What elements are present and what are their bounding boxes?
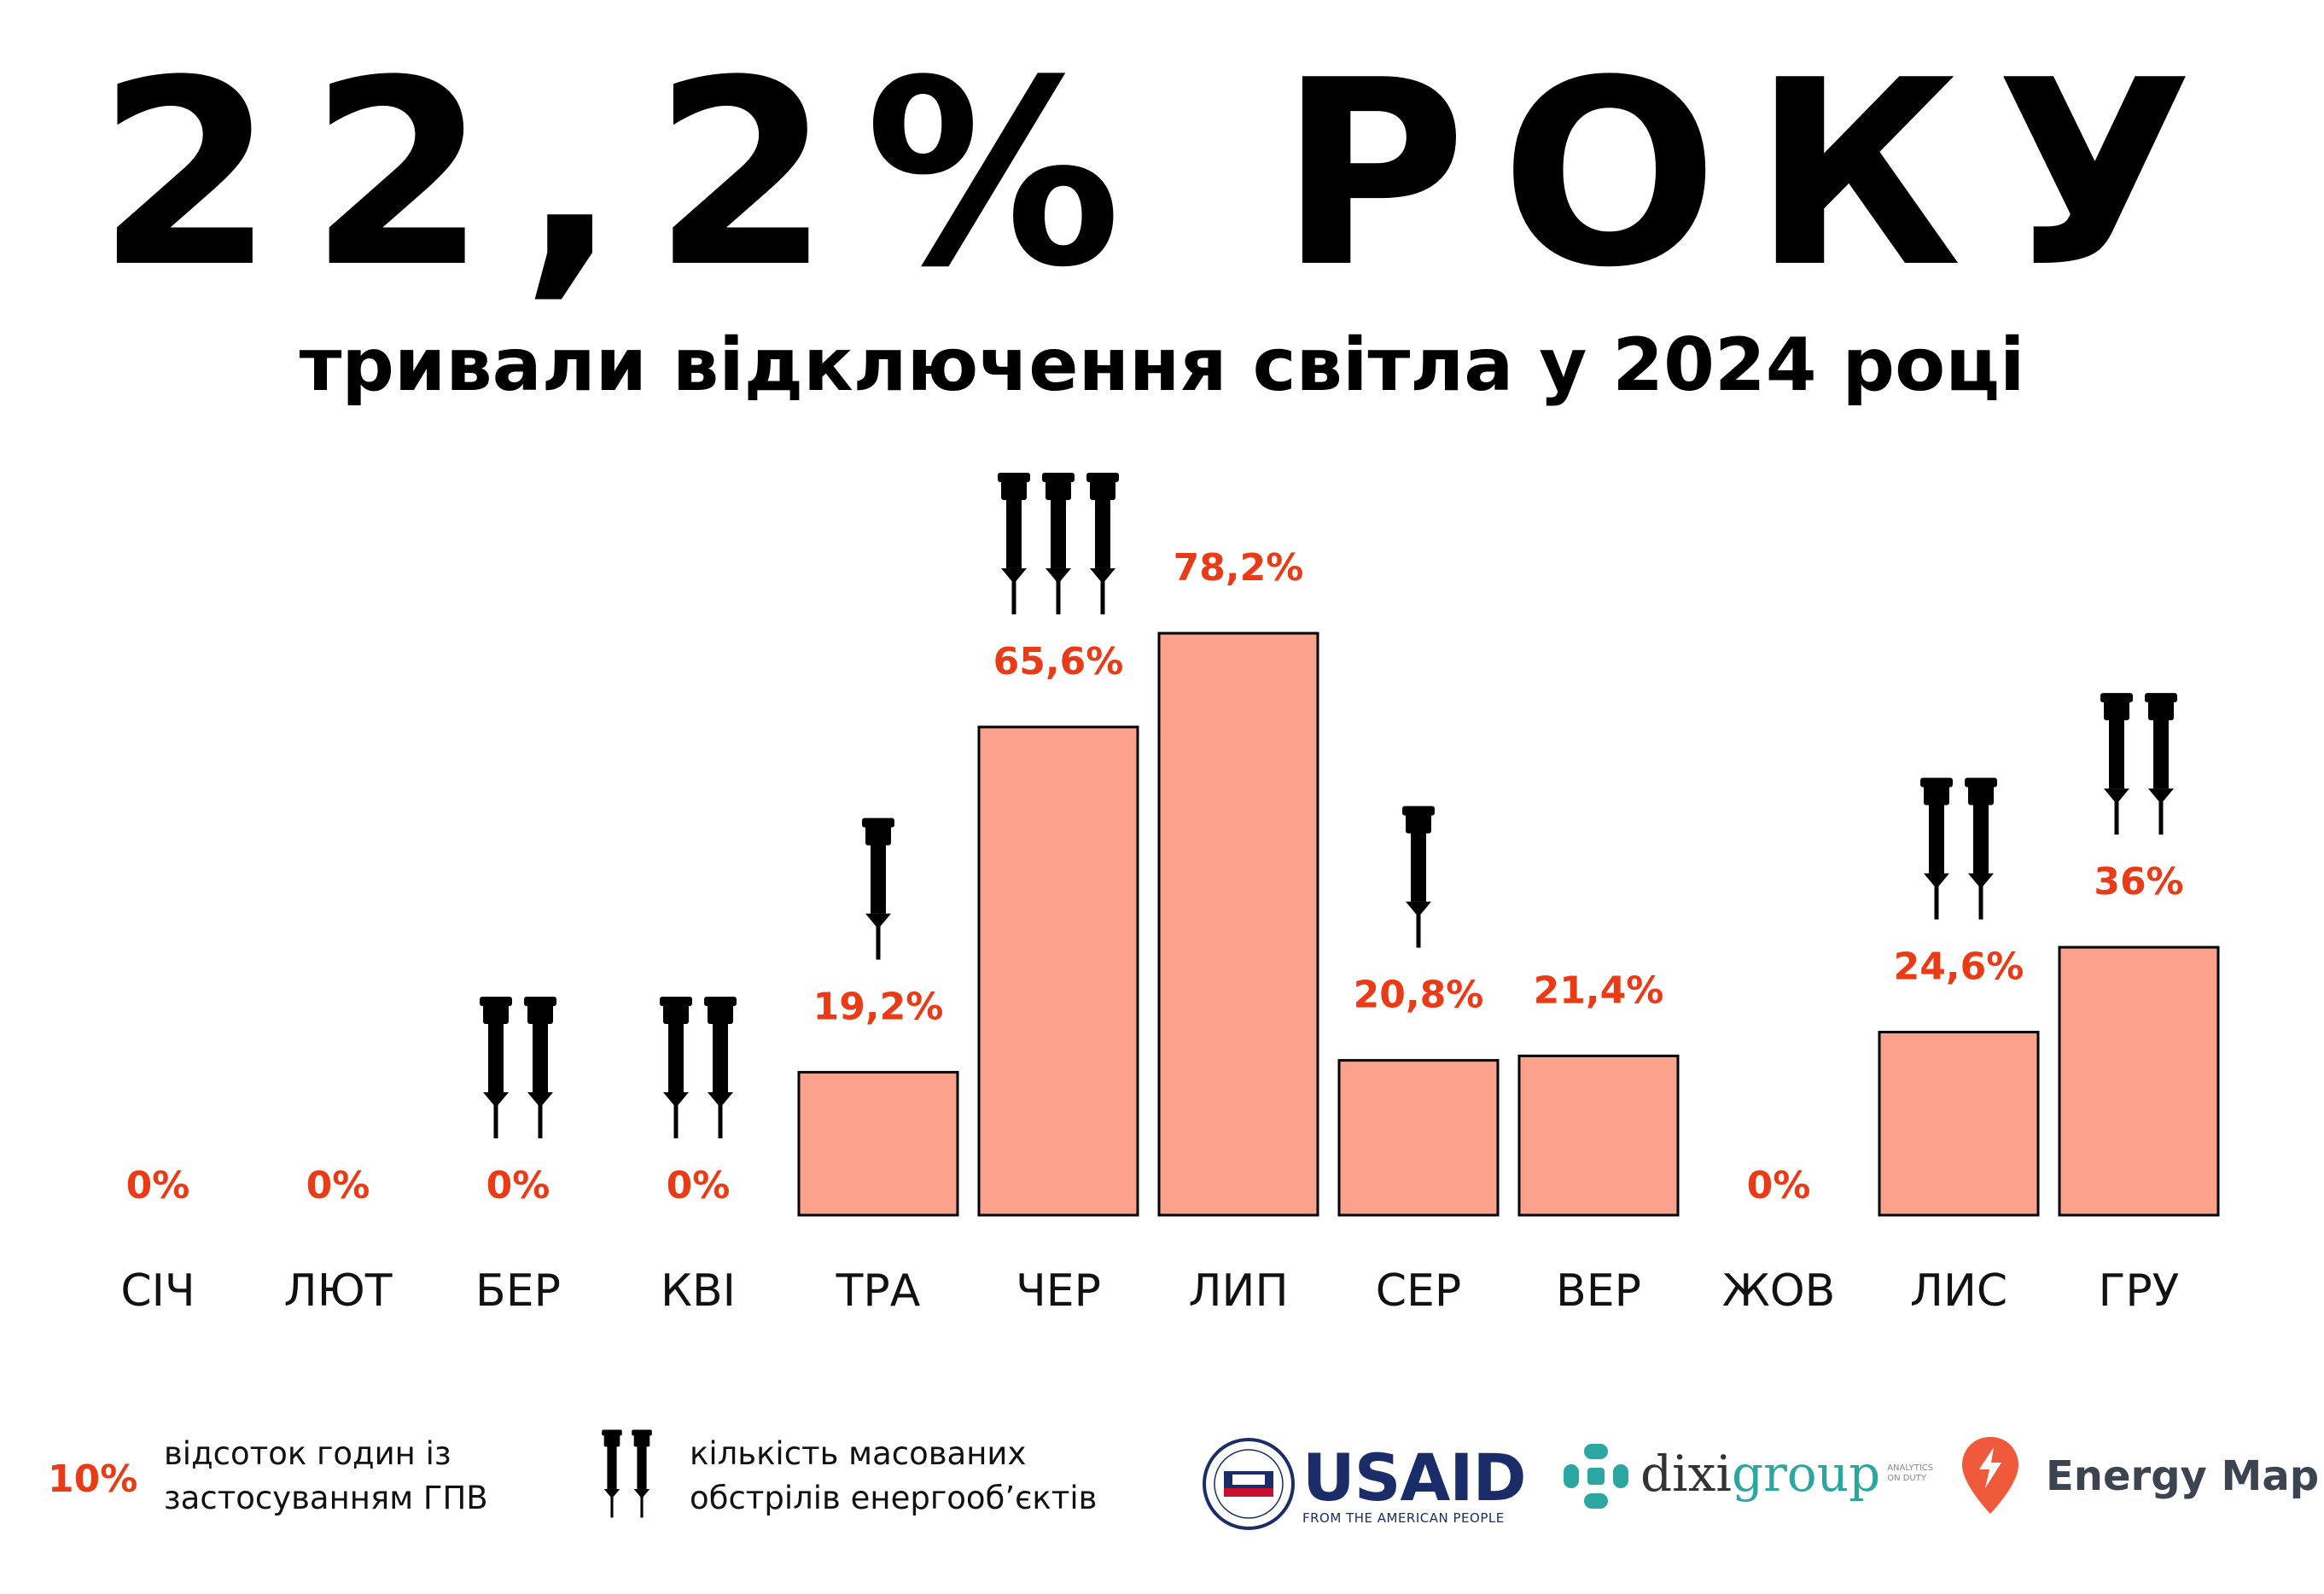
headline: 22,2% РОКУ: [96, 26, 2228, 323]
month-label-1: СІЧ: [120, 1265, 195, 1317]
value-label-4: 0%: [667, 1164, 731, 1207]
legend-rocket-desc-line-1: кількість масованих: [690, 1435, 1027, 1472]
value-label-6: 65,6%: [993, 640, 1124, 684]
value-label-3: 0%: [486, 1164, 550, 1207]
rocket-icon-5-1: [862, 817, 894, 960]
legend-rocket-desc-line-2: обстрілів енергооб’єктів: [690, 1480, 1098, 1516]
bar-7: [1157, 631, 1319, 1217]
legend-rocket-description: кількість масованих обстрілів енергооб’є…: [690, 1432, 1097, 1521]
month-label-3: БЕР: [475, 1265, 561, 1317]
month-label-5: ТРА: [836, 1265, 921, 1317]
value-label-10: 0%: [1747, 1164, 1811, 1207]
map-pin-icon: [1962, 1437, 2018, 1514]
legend-value-desc-line-2: застосуванням ГПВ: [164, 1480, 488, 1516]
rocket-icon-12-2: [2145, 693, 2177, 835]
subtitle: тривали відключення світла у 2024 році: [299, 323, 2025, 408]
legend-rocket-icon: [602, 1429, 652, 1518]
usaid-seal-icon: [1203, 1438, 1295, 1530]
legend-value-description: відсоток годин із застосуванням ГПВ: [164, 1432, 488, 1521]
month-label-12: ГРУ: [2099, 1265, 2180, 1317]
rocket-icon-8-1: [1402, 806, 1435, 948]
rocket-icon-11-2: [1965, 777, 1997, 920]
rocket-icon-12-1: [2100, 693, 2133, 835]
rocket-icon-6-1: [998, 472, 1030, 614]
month-label-6: ЧЕР: [1016, 1265, 1101, 1317]
bar-6: [977, 725, 1139, 1217]
rocket-icon-6-3: [1086, 472, 1119, 614]
rocket-icon-4-1: [660, 997, 692, 1138]
value-label-2: 0%: [306, 1164, 370, 1207]
bar-12: [2058, 945, 2220, 1217]
month-label-10: ЖОВ: [1722, 1265, 1836, 1317]
bar-11: [1878, 1030, 2040, 1217]
rocket-icon-4-2: [704, 997, 737, 1138]
value-label-8: 20,8%: [1354, 974, 1484, 1017]
legend-value-desc-line-1: відсоток годин із: [164, 1435, 451, 1472]
bar-chart: 0% СІЧ 0% ЛЮТ 0% БЕР 0% КВІ 19,2% ТРА 65,6% ЧЕР 78,2…: [120, 472, 2220, 1317]
month-label-8: СЕР: [1376, 1265, 1462, 1317]
bar-8: [1337, 1059, 1500, 1217]
dixigroup-name: dixigroup: [1640, 1445, 1881, 1503]
bar-9: [1517, 1054, 1680, 1217]
bar-5: [797, 1071, 959, 1217]
month-label-7: ЛИП: [1188, 1265, 1288, 1317]
month-label-2: ЛЮТ: [283, 1265, 392, 1317]
value-label-9: 21,4%: [1534, 969, 1664, 1012]
rocket-icon-3-1: [480, 997, 512, 1138]
rocket-icon-11-1: [1920, 777, 1953, 920]
dixigroup-mark-icon: [1564, 1444, 1628, 1509]
energy-map-name: Energy Map: [2046, 1452, 2320, 1500]
value-label-12: 36%: [2094, 860, 2183, 904]
month-label-9: ВЕР: [1556, 1265, 1641, 1317]
usaid-name: USAID: [1302, 1440, 1527, 1515]
dixigroup-tagline: ANALYTICS ON DUTY: [1887, 1463, 1934, 1483]
value-label-11: 24,6%: [1894, 945, 2024, 988]
rocket-icon-3-2: [524, 997, 556, 1138]
value-label-5: 19,2%: [813, 986, 944, 1029]
rocket-icon-6-2: [1042, 472, 1075, 614]
value-label-7: 78,2%: [1174, 546, 1304, 590]
month-label-11: ЛИС: [1910, 1265, 2007, 1317]
month-label-4: КВІ: [661, 1265, 736, 1317]
legend-value-sample: 10%: [48, 1457, 138, 1501]
value-label-1: 0%: [126, 1164, 190, 1207]
usaid-tagline: FROM THE AMERICAN PEOPLE: [1302, 1510, 1505, 1526]
